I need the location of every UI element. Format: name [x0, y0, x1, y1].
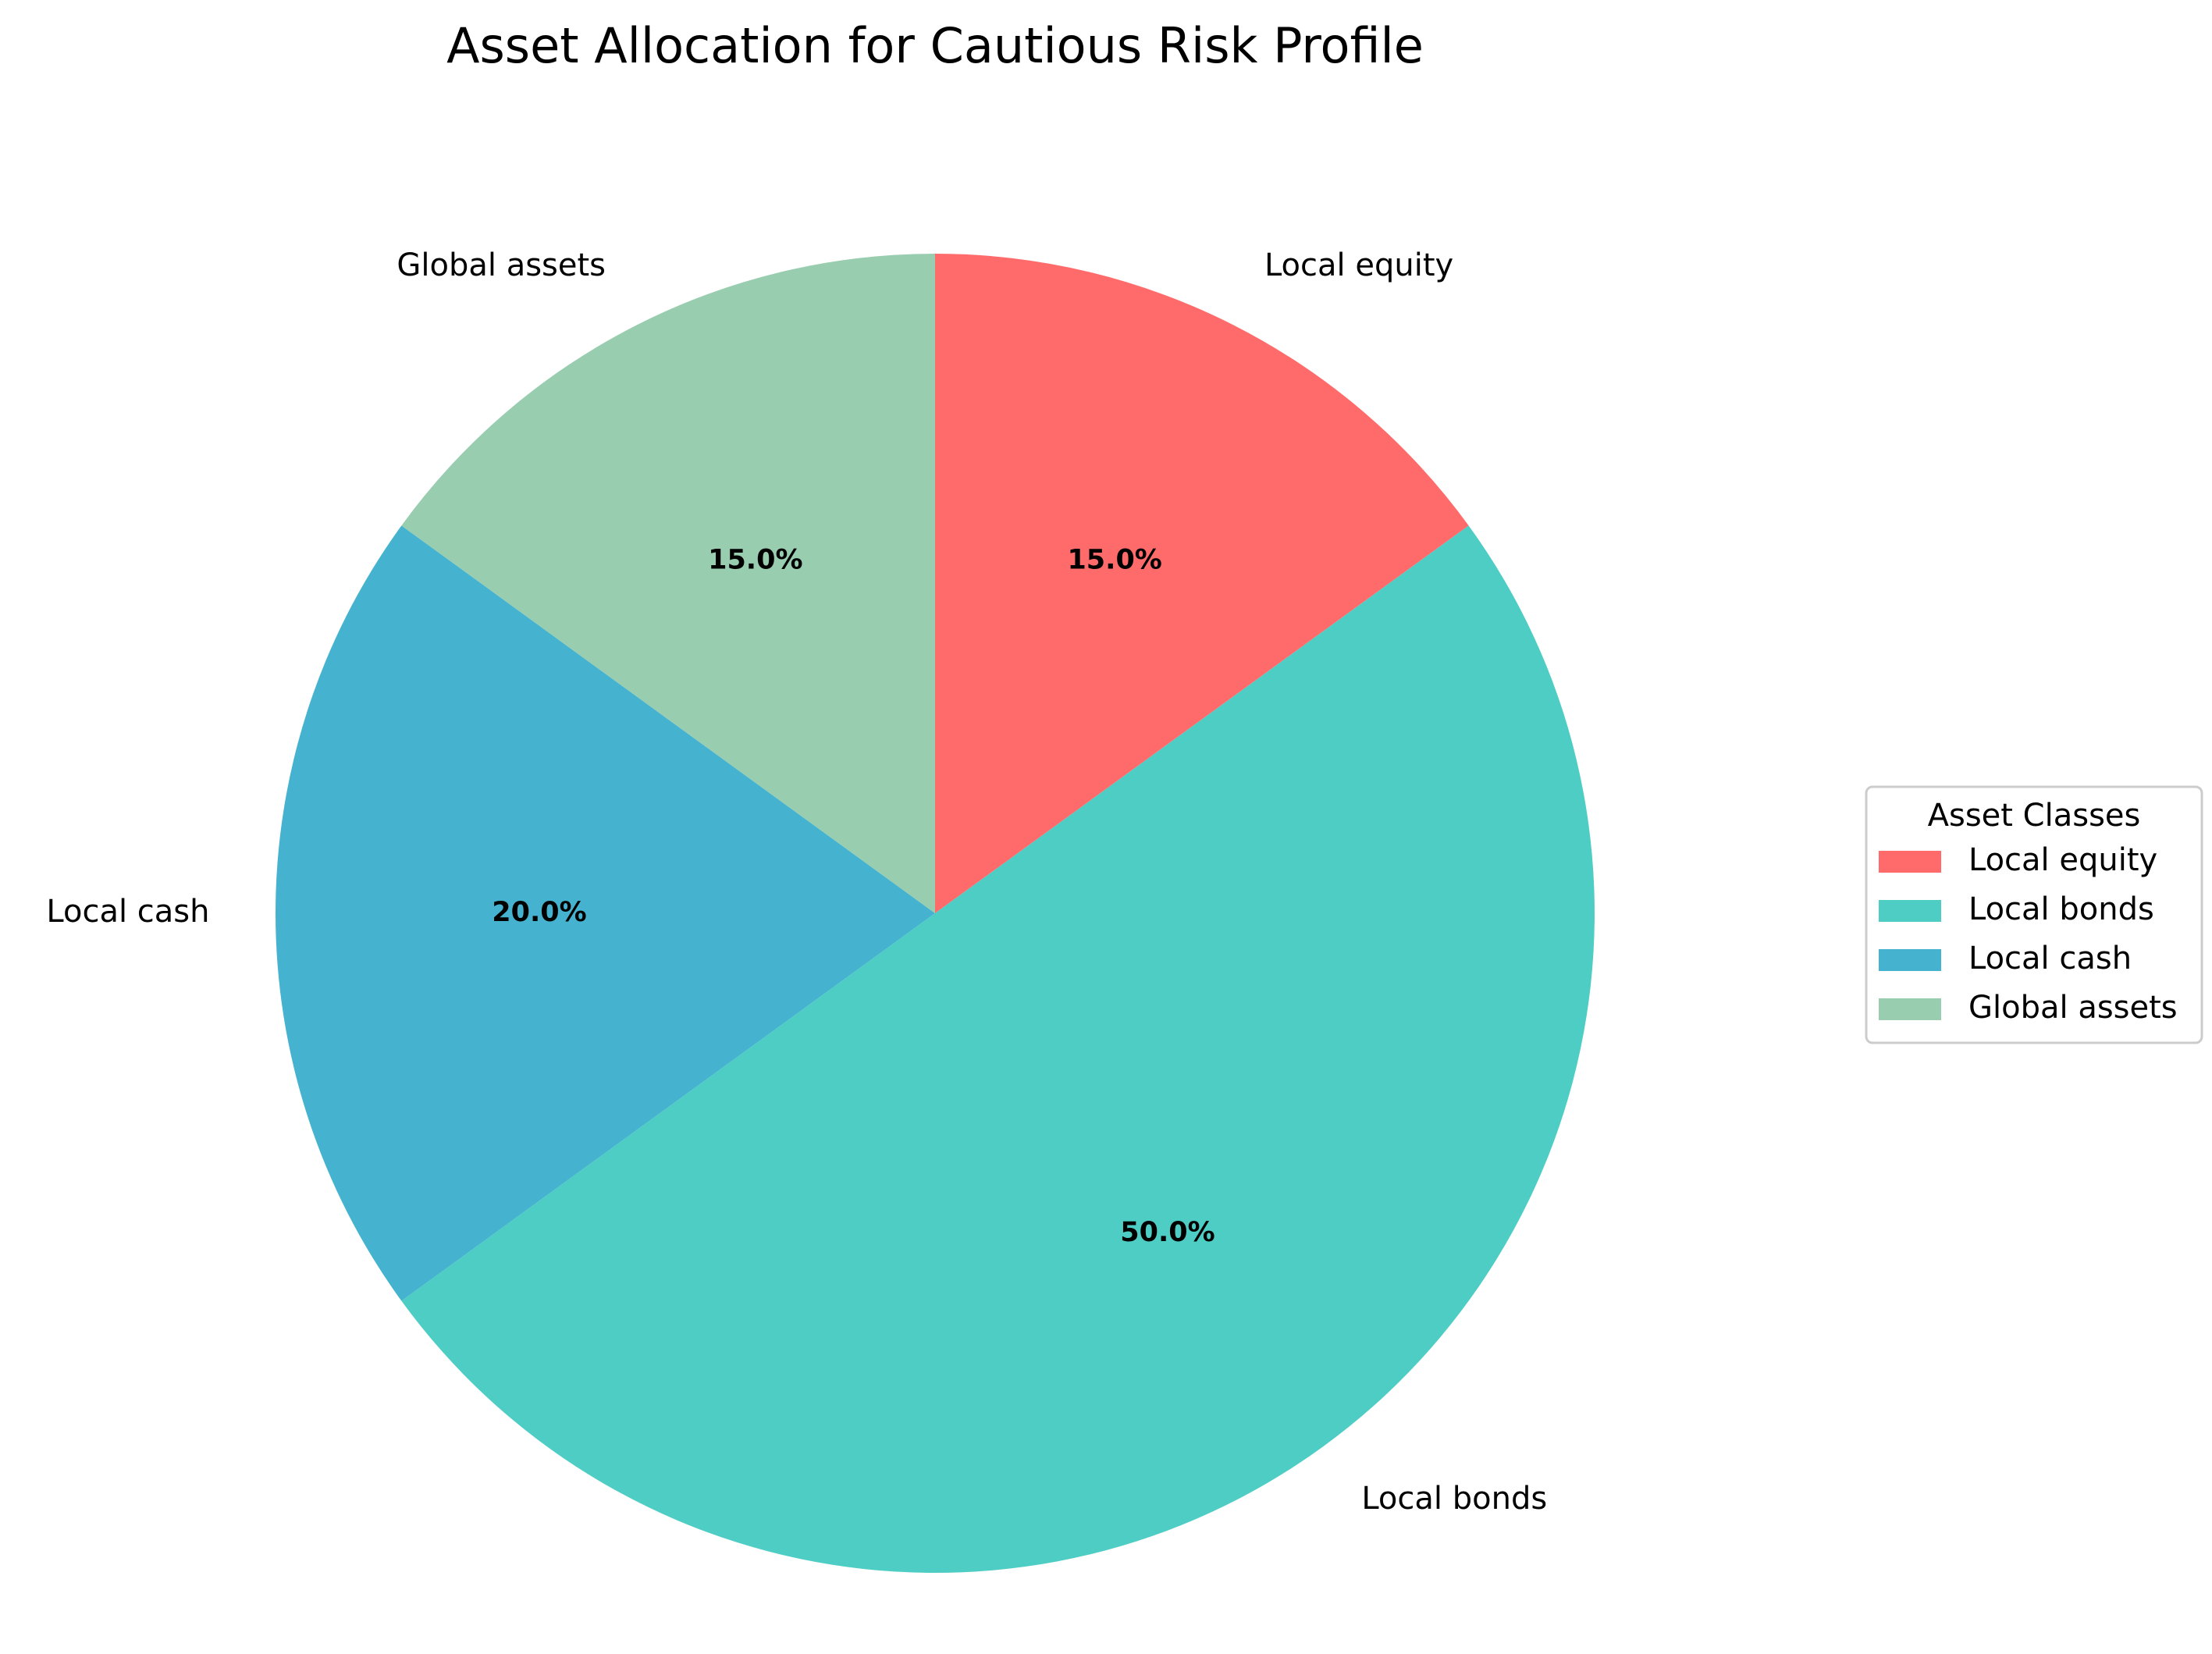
chart-title: Asset Allocation for Cautious Risk Profi…	[446, 17, 1424, 74]
percent-label: 15.0%	[1067, 544, 1161, 575]
legend-frame	[1865, 785, 2203, 1044]
pie-slice-global-assets	[401, 254, 935, 913]
pie-slices	[275, 254, 1595, 1574]
legend-swatch	[1879, 900, 1941, 922]
legend-label: Local cash	[1968, 941, 2132, 976]
percent-labels: 15.0% 50.0% 20.0% 15.0%	[492, 544, 1214, 1248]
percent-label: 50.0%	[1120, 1217, 1214, 1248]
slice-label: Local bonds	[1361, 1481, 1547, 1517]
legend-entries: Local equity Local bonds Local cash Global …	[1879, 842, 2178, 1026]
pie-slice-local-equity	[935, 254, 1469, 913]
legend-title: Asset Classes	[1928, 798, 2141, 834]
percent-label: 15.0%	[708, 544, 802, 575]
slice-labels: Local equity Local bonds Local cash Global …	[46, 247, 1547, 1517]
legend-swatch	[1879, 851, 1941, 873]
pie-slice-local-cash	[275, 525, 935, 1301]
legend-swatch	[1879, 998, 1941, 1020]
pie-slice-local-bonds	[401, 525, 1595, 1574]
legend-swatch	[1879, 949, 1941, 971]
legend-label: Global assets	[1968, 990, 2178, 1026]
slice-label: Local equity	[1264, 247, 1453, 283]
legend-label: Local bonds	[1968, 891, 2154, 927]
legend-label: Local equity	[1968, 842, 2157, 878]
slice-label: Local cash	[46, 894, 209, 930]
slice-label: Global assets	[397, 247, 606, 283]
percent-label: 20.0%	[492, 897, 586, 928]
